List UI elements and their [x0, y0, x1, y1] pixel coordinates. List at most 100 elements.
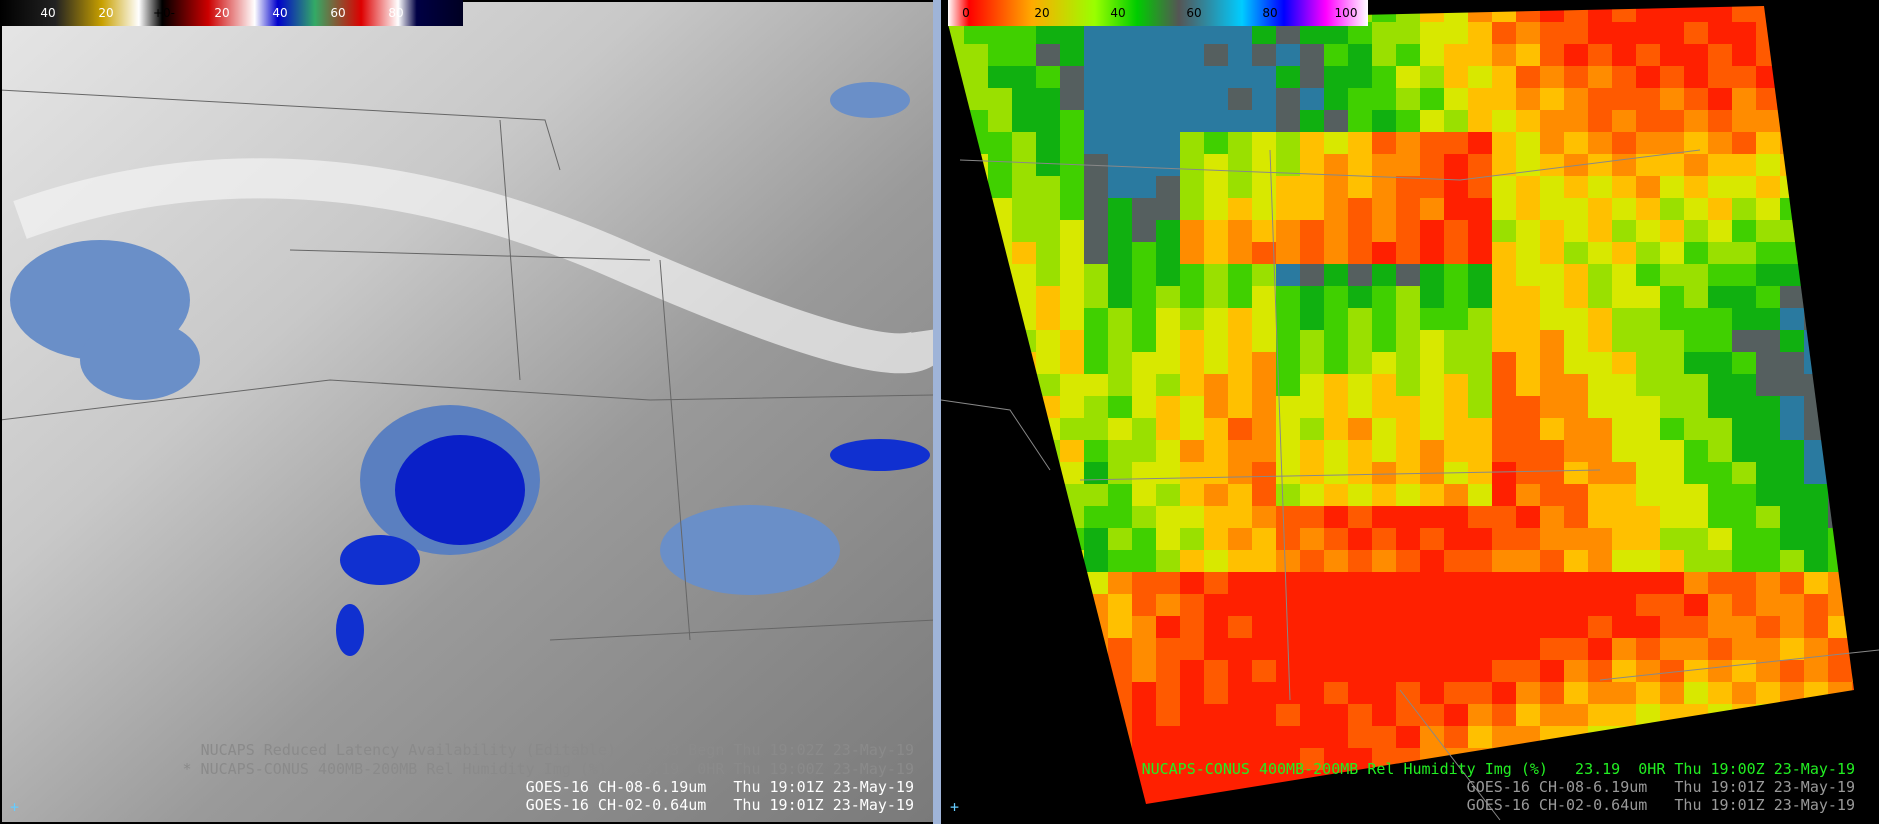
- grid-cell: [1588, 660, 1612, 682]
- grid-cell: [1084, 484, 1108, 506]
- grid-cell: [1588, 572, 1612, 594]
- grid-cell: [1300, 176, 1324, 198]
- grid-cell: [1804, 660, 1828, 682]
- grid-cell: [1492, 154, 1516, 176]
- boundaries: [940, 149, 1879, 821]
- grid-cell: [1108, 748, 1132, 770]
- grid-cell: [988, 748, 1012, 770]
- grid-cell: [1084, 506, 1108, 528]
- grid-cell: [948, 660, 964, 682]
- grid-cell: [1012, 264, 1036, 286]
- grid-cell: [1732, 396, 1756, 418]
- grid-cell: [1492, 660, 1516, 682]
- grid-cell: [1468, 572, 1492, 594]
- grid-cell: [1060, 638, 1084, 660]
- grid-cell: [964, 594, 988, 616]
- grid-cell: [1780, 396, 1804, 418]
- grid-cell: [1108, 22, 1132, 44]
- grid-cell: [1780, 110, 1804, 132]
- grid-cell: [1492, 638, 1516, 660]
- grid-cell: [964, 154, 988, 176]
- grid-cell: [1204, 44, 1228, 66]
- grid-cell: [1804, 286, 1828, 308]
- grid-cell: [1132, 66, 1156, 88]
- grid-cell: [1468, 330, 1492, 352]
- grid-cell: [1780, 572, 1804, 594]
- grid-cell: [1588, 418, 1612, 440]
- grid-cell: [1732, 44, 1756, 66]
- grid-cell: [1708, 462, 1732, 484]
- grid-cell: [1468, 550, 1492, 572]
- grid-cell: [1108, 66, 1132, 88]
- grid-cell: [1444, 572, 1468, 594]
- grid-cell: [1756, 550, 1780, 572]
- grid-cell: [1444, 594, 1468, 616]
- grid-cell: [1540, 198, 1564, 220]
- grid-cell: [1276, 660, 1300, 682]
- grid-cell: [1780, 704, 1804, 726]
- grid-cell: [1324, 704, 1348, 726]
- grid-cell: [1012, 330, 1036, 352]
- grid-cell: [964, 88, 988, 110]
- grid-cell: [1084, 352, 1108, 374]
- grid-cell: [1180, 44, 1204, 66]
- colorbar-label: 20: [1034, 6, 1049, 20]
- grid-cell: [1684, 220, 1708, 242]
- grid-cell: [1492, 132, 1516, 154]
- grid-cell: [1612, 528, 1636, 550]
- grid-cell: [1588, 528, 1612, 550]
- grid-cell: [1708, 682, 1732, 704]
- grid-cell: [1156, 264, 1180, 286]
- grid-cell: [1204, 418, 1228, 440]
- grid-cell: [1060, 220, 1084, 242]
- grid-cell: [1588, 308, 1612, 330]
- grid-cell: [1180, 704, 1204, 726]
- grid-cell: [1180, 550, 1204, 572]
- grid-cell: [1180, 176, 1204, 198]
- grid-cell: [1276, 440, 1300, 462]
- grid-cell: [1324, 22, 1348, 44]
- grid-cell: [988, 462, 1012, 484]
- grid-cell: [1108, 242, 1132, 264]
- grid-cell: [1660, 528, 1684, 550]
- grid-cell: [1228, 132, 1252, 154]
- grid-cell: [1516, 374, 1540, 396]
- grid-cell: [1036, 660, 1060, 682]
- grid-cell: [1300, 308, 1324, 330]
- legend-line: * NUCAPS-CONUS 400MB-200MB Rel Humidity …: [183, 760, 915, 778]
- grid-cell: [1780, 22, 1804, 44]
- grid-cell: [1372, 22, 1396, 44]
- grid-cell: [1156, 154, 1180, 176]
- grid-cell: [1036, 264, 1060, 286]
- grid-cell: [1804, 44, 1828, 66]
- grid-cell: [1012, 154, 1036, 176]
- grid-cell: [1252, 704, 1276, 726]
- grid-cell: [1252, 572, 1276, 594]
- grid-cell: [1444, 110, 1468, 132]
- grid-cell: [1828, 176, 1852, 198]
- grid-cell: [1252, 462, 1276, 484]
- grid-cell: [1636, 506, 1660, 528]
- grid-cell: [1108, 308, 1132, 330]
- grid-cell: [1684, 308, 1708, 330]
- grid-cell: [1732, 330, 1756, 352]
- grid-cell: [1540, 550, 1564, 572]
- grid-cell: [1252, 440, 1276, 462]
- grid-cell: [1684, 528, 1708, 550]
- grid-cell: [1228, 418, 1252, 440]
- grid-cell: [1468, 396, 1492, 418]
- grid-cell: [1396, 704, 1420, 726]
- grid-cell: [1540, 176, 1564, 198]
- grid-cell: [1828, 594, 1852, 616]
- grid-cell: [1780, 550, 1804, 572]
- grid-cell: [1300, 462, 1324, 484]
- grid-cell: [1324, 572, 1348, 594]
- grid-cell: [1156, 770, 1180, 792]
- right-panel: [940, 6, 1879, 821]
- grid-cell: [1828, 418, 1852, 440]
- grid-cell: [1036, 440, 1060, 462]
- grid-cell: [1060, 308, 1084, 330]
- grid-cell: [1204, 22, 1228, 44]
- grid-cell: [1252, 330, 1276, 352]
- grid-cell: [1756, 704, 1780, 726]
